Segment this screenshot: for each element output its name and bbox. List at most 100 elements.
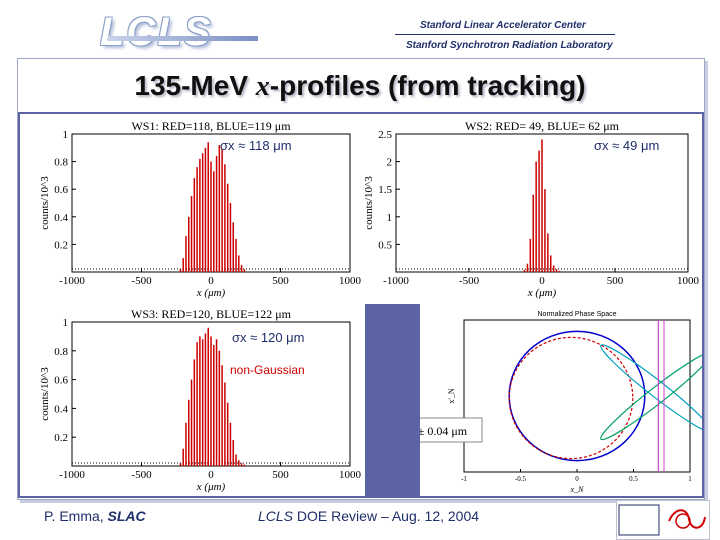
profile-bar <box>218 145 221 272</box>
x-tick-label: -1000 <box>59 275 85 287</box>
y-axis-label: counts/10^3 <box>39 176 51 230</box>
profile-bar <box>226 183 229 272</box>
lcls-footer-logo <box>616 500 710 540</box>
title-var: x <box>255 71 270 102</box>
y-axis-label: x'_N <box>447 388 456 403</box>
emittance-annotation: γεx = 0.75 ± 0.04 μm <box>420 417 483 443</box>
y-tick-label: 1 <box>63 317 69 329</box>
profile-bar <box>193 178 196 272</box>
profile-bar <box>532 194 534 272</box>
profile-bar <box>207 327 209 466</box>
profile-bar <box>218 350 221 466</box>
title-prefix: 135-MeV <box>134 70 256 101</box>
y-tick-label: 0.5 <box>378 239 392 251</box>
x-tick-label: 0 <box>208 469 214 481</box>
x-tick-label: 1000 <box>339 469 362 481</box>
profile-bar <box>547 233 549 272</box>
profile-bar <box>188 216 190 272</box>
profile-bar <box>552 265 555 272</box>
x-tick-label: 500 <box>272 275 289 287</box>
profile-bar <box>204 147 207 272</box>
x-axis-label: x (μm) <box>527 287 557 299</box>
profile-bar <box>201 339 204 466</box>
logo-underline <box>108 36 258 41</box>
chart-title: WS3: RED=120, BLUE=122 μm <box>131 307 292 321</box>
ws1-profile-chart: WS1: RED=118, BLUE=119 μm -1000 -500 0 500 10… <box>20 114 365 304</box>
profile-bar <box>201 153 204 272</box>
profile-bar <box>529 238 532 272</box>
profile-bar <box>229 422 232 466</box>
profile-bar <box>243 269 246 272</box>
x-tick-label: -1000 <box>383 275 409 287</box>
footer-event-prefix: LCLS <box>258 508 294 524</box>
profile-bar <box>221 365 223 466</box>
profile-bar <box>558 270 561 272</box>
profile-bar <box>523 269 526 272</box>
y-axis-label: counts/10^3 <box>39 367 51 421</box>
x-tick-label: 1 <box>688 475 692 483</box>
org-line-2: Stanford Synchrotron Radiation Laborator… <box>406 40 613 51</box>
profile-bar <box>555 269 558 272</box>
x-axis-label: x_N <box>570 485 585 494</box>
y-axis-label: counts/10^3 <box>363 176 375 230</box>
y-tick-label: 0.8 <box>54 346 68 358</box>
x-tick-label: 500 <box>272 469 289 481</box>
footer-author: P. Emma, SLAC <box>44 508 146 524</box>
footer-author-name: P. Emma, <box>44 508 108 524</box>
x-tick-label: 1000 <box>339 275 362 287</box>
footer-affil: SLAC <box>107 508 146 524</box>
profile-bar <box>235 454 237 466</box>
profile-bar <box>182 258 184 272</box>
profile-bar <box>196 167 198 272</box>
profile-bar <box>243 464 246 466</box>
panel-background <box>20 304 365 496</box>
profile-bar <box>210 161 212 272</box>
profile-bar <box>207 142 209 272</box>
profile-bar <box>238 460 240 466</box>
profile-bar <box>204 333 207 466</box>
title-suffix: -profiles (from tracking) <box>269 70 586 101</box>
profile-bar <box>240 463 243 466</box>
lcls-logo: LCLS <box>100 10 213 54</box>
profile-bar <box>535 161 537 272</box>
x-tick-label: -0.5 <box>515 475 527 483</box>
y-tick-label: 0.2 <box>54 432 68 444</box>
profile-bar <box>196 342 198 466</box>
y-tick-label: 1 <box>387 212 393 224</box>
y-tick-label: 2 <box>387 157 393 169</box>
profile-bar <box>229 203 232 272</box>
chart-title: WS1: RED=118, BLUE=119 μm <box>131 119 291 133</box>
x-tick-label: 0 <box>539 275 545 287</box>
profile-bar <box>232 222 234 272</box>
sigma-annotation: σx ≈ 49 μm <box>594 138 659 153</box>
profile-bar <box>541 139 543 272</box>
profile-bar <box>550 255 552 272</box>
emittance-box <box>420 417 483 443</box>
profile-bar <box>179 269 182 272</box>
sigma-annotation: σx ≈ 120 μm <box>232 330 305 345</box>
profile-bar <box>188 399 190 466</box>
profile-bar <box>190 379 193 466</box>
y-tick-label: 1 <box>63 129 69 141</box>
profile-bar <box>185 236 187 272</box>
profile-bar <box>224 164 226 272</box>
profile-bar <box>238 255 240 272</box>
emittance-text: γεx = 0.75 ± 0.04 μm <box>420 424 468 438</box>
x-tick-label: -500 <box>131 275 152 287</box>
y-tick-label: 1.5 <box>378 184 392 196</box>
phase-space-chart: Normalized Phase Space -1 -0.5 0 0.5 1 x_N x'_N… <box>420 304 702 496</box>
x-tick-label: 0 <box>208 275 214 287</box>
org-divider <box>395 34 615 35</box>
x-tick-label: -500 <box>131 469 152 481</box>
x-tick-label: -1 <box>461 475 467 483</box>
x-tick-label: 500 <box>607 275 624 287</box>
profile-bar <box>215 339 218 466</box>
profile-bar <box>199 158 201 272</box>
profile-bar <box>215 156 218 272</box>
profile-bar <box>193 359 196 466</box>
y-tick-label: 0.4 <box>54 403 68 415</box>
profile-bar <box>232 440 234 466</box>
profile-bar <box>199 336 201 466</box>
red-ellipse <box>508 336 634 460</box>
profile-bar <box>240 265 243 272</box>
